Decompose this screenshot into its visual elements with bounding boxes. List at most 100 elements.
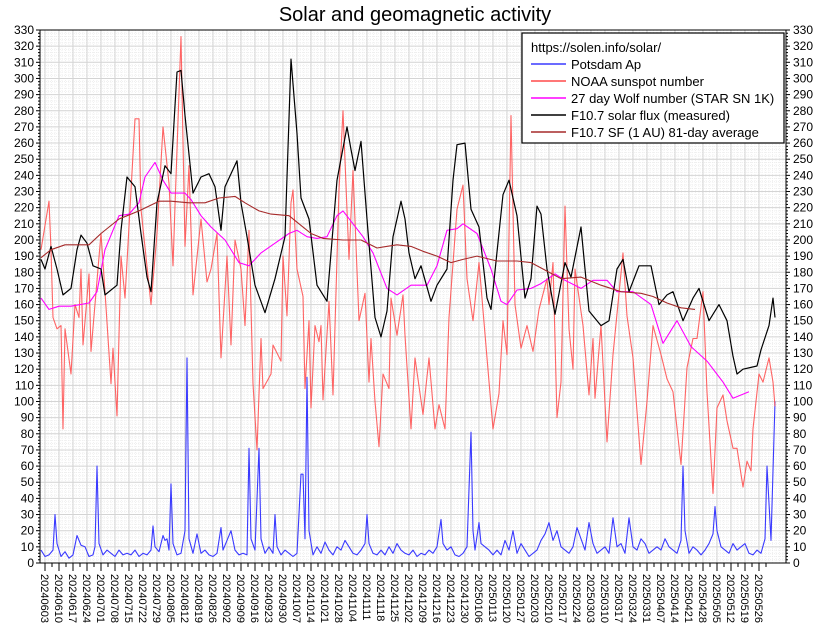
series-lines [40, 35, 776, 559]
y-tick-label-left: 110 [15, 378, 34, 392]
x-tick-label: 20240617 [66, 574, 78, 623]
y-tick-label-left: 310 [14, 55, 34, 69]
y-tick-label-right: 250 [793, 152, 813, 166]
y-tick-label-left: 50 [21, 475, 35, 489]
y-tick-label-right: 0 [793, 556, 800, 570]
x-tick-label: 20250414 [668, 574, 680, 623]
y-tick-label-right: 190 [793, 249, 813, 263]
y-tick-label-left: 250 [14, 152, 34, 166]
y-tick-label-right: 310 [793, 55, 813, 69]
x-tick-label: 20250113 [486, 574, 498, 622]
y-tick-label-left: 200 [14, 233, 34, 247]
x-tick-label: 20241202 [402, 574, 414, 623]
y-tick-label-left: 70 [21, 443, 35, 457]
x-tick-label: 20250331 [640, 574, 652, 623]
x-tick-label: 20240701 [94, 574, 106, 623]
legend-label-f107: F10.7 solar flux (measured) [571, 108, 730, 123]
y-tick-label-left: 320 [14, 39, 34, 53]
x-tick-label: 20250421 [682, 574, 694, 623]
axes: 0 0 10 10 20 20 30 30 40 40 50 50 60 60 70 70 80 80 90 90 10… [14, 23, 813, 623]
x-tick-label: 20240916 [248, 574, 260, 623]
y-tick-label-left: 300 [14, 71, 34, 85]
x-tick-label: 20241230 [458, 574, 470, 623]
chart-title: Solar and geomagnetic activity [279, 4, 551, 26]
y-tick-label-right: 330 [793, 23, 813, 37]
series-line-f10-7-solar-flux-measured [40, 58, 776, 375]
y-tick-label-left: 290 [14, 88, 34, 102]
legend-label-sunspot: NOAA sunspot number [571, 74, 705, 89]
y-tick-label-right: 270 [793, 120, 813, 134]
x-tick-label: 20240610 [52, 574, 64, 623]
legend-title: https://solen.info/solar/ [531, 40, 661, 55]
x-tick-label: 20250217 [556, 574, 568, 623]
x-tick-label: 20240909 [234, 574, 246, 623]
legend-label-potsdam-ap: Potsdam Ap [571, 57, 641, 72]
y-tick-label-left: 10 [21, 540, 35, 554]
plot-frame [39, 29, 787, 564]
y-tick-label-right: 50 [793, 475, 807, 489]
x-tick-label: 20240708 [108, 574, 120, 623]
y-tick-label-right: 70 [793, 443, 807, 457]
y-tick-label-left: 140 [14, 330, 34, 344]
y-tick-label-left: 130 [14, 346, 34, 360]
x-tick-label: 20241028 [332, 574, 344, 623]
x-tick-label: 20240923 [262, 574, 274, 623]
y-tick-label-right: 110 [793, 378, 812, 392]
x-tick-label: 20241125 [388, 574, 400, 622]
y-tick-label-right: 150 [793, 314, 813, 328]
y-tick-label-right: 20 [793, 524, 807, 538]
y-tick-label-right: 40 [793, 491, 807, 505]
y-tick-label-right: 320 [793, 39, 813, 53]
x-tick-label: 20250106 [472, 574, 484, 623]
x-tick-label: 20241104 [346, 574, 358, 622]
x-tick-label: 20240819 [192, 574, 204, 623]
y-tick-label-right: 60 [793, 459, 807, 473]
legend-label-wolf: 27 day Wolf number (STAR SN 1K) [571, 91, 774, 106]
y-tick-label-right: 300 [793, 71, 813, 85]
legend: https://solen.info/solar/ Potsdam Ap NOA… [521, 32, 785, 144]
y-tick-label-right: 200 [793, 233, 813, 247]
x-tick-label: 20240930 [276, 574, 288, 623]
y-tick-label-left: 220 [14, 201, 34, 215]
x-tick-label: 20250303 [584, 574, 596, 623]
y-tick-label-left: 120 [14, 362, 34, 376]
x-tick-label: 20240603 [38, 574, 50, 623]
y-tick-label-right: 10 [793, 540, 807, 554]
y-tick-label-right: 30 [793, 508, 807, 522]
x-tick-label: 20241021 [318, 574, 330, 623]
y-tick-label-left: 30 [21, 508, 35, 522]
x-tick-label: 20250407 [654, 574, 666, 623]
series-line-noaa-sunspot-number [40, 35, 776, 495]
x-tick-label: 20241209 [416, 574, 428, 623]
y-tick-label-right: 220 [793, 201, 813, 215]
x-tick-label: 20240812 [178, 574, 190, 623]
x-tick-label: 20250526 [752, 574, 764, 623]
y-tick-label-right: 280 [793, 104, 813, 118]
x-tick-label: 20250505 [710, 574, 722, 623]
y-tick-label-right: 290 [793, 88, 813, 102]
y-tick-label-left: 240 [14, 168, 34, 182]
y-tick-label-left: 60 [21, 459, 35, 473]
x-tick-label: 20250120 [500, 574, 512, 623]
y-tick-label-right: 170 [793, 281, 813, 295]
y-tick-label-right: 180 [793, 265, 813, 279]
x-tick-label: 20241007 [290, 574, 302, 623]
y-tick-label-left: 80 [21, 427, 35, 441]
series-line-f10-7-sf-1-au-81-day-average [40, 195, 696, 310]
y-tick-label-left: 150 [14, 314, 34, 328]
x-tick-label: 20250310 [598, 574, 610, 623]
y-tick-label-right: 240 [793, 168, 813, 182]
y-tick-label-right: 160 [793, 298, 813, 312]
y-tick-label-right: 80 [793, 427, 807, 441]
x-tick-label: 20241216 [430, 574, 442, 623]
x-tick-label: 20250210 [542, 574, 554, 623]
y-tick-label-left: 170 [14, 281, 34, 295]
legend-box [521, 32, 785, 144]
x-tick-label: 20250203 [528, 574, 540, 623]
x-tick-label: 20240826 [206, 574, 218, 623]
y-tick-label-right: 120 [793, 362, 813, 376]
y-tick-label-right: 90 [793, 411, 807, 425]
x-tick-label: 20241014 [304, 574, 316, 623]
x-tick-label: 20250512 [724, 574, 736, 623]
y-tick-label-right: 210 [793, 217, 813, 231]
